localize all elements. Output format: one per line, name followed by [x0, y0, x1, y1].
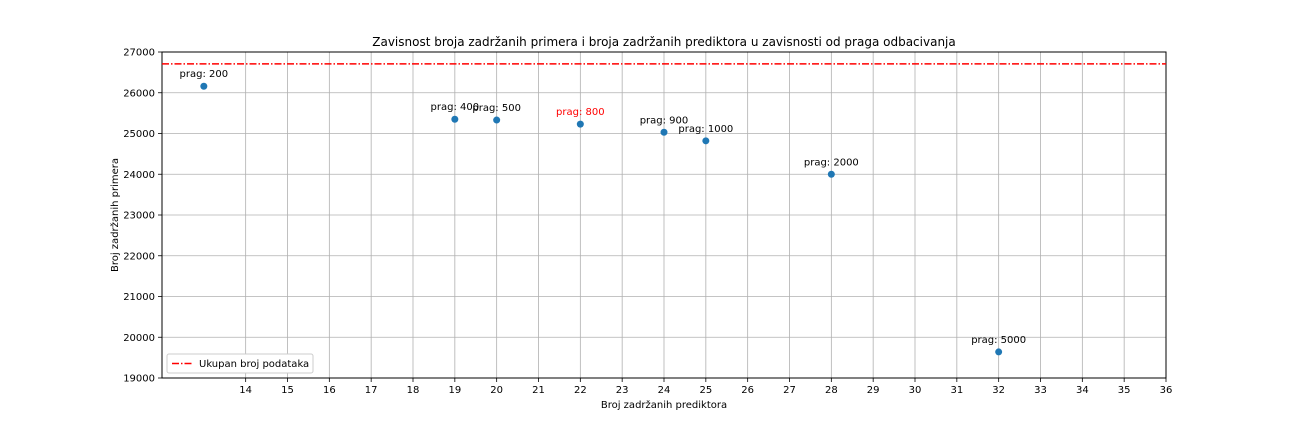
x-tick-label: 18	[407, 385, 420, 396]
y-tick-label: 25000	[123, 129, 155, 140]
x-tick-label: 33	[1034, 385, 1047, 396]
y-tick-label: 19000	[123, 374, 155, 385]
x-tick-label: 21	[532, 385, 545, 396]
data-point	[200, 82, 208, 90]
x-tick-label: 34	[1076, 385, 1089, 396]
x-tick-label: 25	[699, 385, 712, 396]
y-axis-label: Broj zadržanih primera	[109, 158, 121, 272]
plot-area: 14 15 16 17 18 19 20 21 22 23 24 25 26 27 28 29 30 31 32 33…	[123, 48, 1172, 397]
y-tick-label: 21000	[123, 292, 155, 303]
y-tick-label: 27000	[123, 48, 155, 59]
x-tick-label: 19	[448, 385, 461, 396]
x-tick-label: 31	[950, 385, 963, 396]
x-tick-label: 17	[365, 385, 378, 396]
data-point	[702, 137, 710, 145]
y-tick-label: 26000	[123, 88, 155, 99]
legend: Ukupan broj podataka	[166, 353, 314, 374]
y-tick-label: 20000	[123, 333, 155, 344]
data-point	[451, 115, 459, 123]
x-tick-label: 15	[281, 385, 294, 396]
point-annotation: prag: 200	[180, 69, 229, 80]
x-axis-label: Broj zadržanih prediktora	[601, 399, 727, 411]
x-tick-label: 28	[825, 385, 838, 396]
data-point	[660, 128, 668, 136]
x-tick-label: 20	[490, 385, 503, 396]
data-point	[576, 120, 584, 128]
x-tick-label: 24	[658, 385, 671, 396]
x-tick-label: 23	[616, 385, 629, 396]
y-tick-label: 24000	[123, 170, 155, 181]
x-tick-label: 16	[323, 385, 336, 396]
x-tick-label: 29	[867, 385, 880, 396]
x-tick-label: 27	[783, 385, 796, 396]
legend-entry-label: Ukupan broj podataka	[199, 359, 309, 370]
x-tick-label: 30	[909, 385, 922, 396]
point-annotation: prag: 2000	[804, 157, 859, 168]
y-tick-label: 22000	[123, 251, 155, 262]
data-point	[995, 348, 1003, 356]
x-tick-label: 26	[741, 385, 754, 396]
y-tick-label: 23000	[123, 211, 155, 222]
chart-title: Zavisnost broja zadržanih primera i broj…	[372, 35, 955, 49]
point-annotation: prag: 400	[431, 102, 480, 113]
point-annotation: prag: 500	[472, 103, 521, 114]
point-annotation: prag: 1000	[678, 124, 733, 135]
x-tick-label: 36	[1160, 385, 1173, 396]
data-point	[493, 116, 501, 124]
x-tick-label: 14	[239, 385, 252, 396]
x-tick-label: 32	[992, 385, 1005, 396]
legend-box	[166, 353, 314, 374]
point-annotation: prag: 800	[556, 107, 605, 118]
point-annotation: prag: 900	[640, 115, 689, 126]
x-tick-label: 35	[1118, 385, 1131, 396]
data-point	[827, 170, 835, 178]
x-tick-label: 22	[574, 385, 587, 396]
point-annotation: prag: 5000	[971, 335, 1026, 346]
